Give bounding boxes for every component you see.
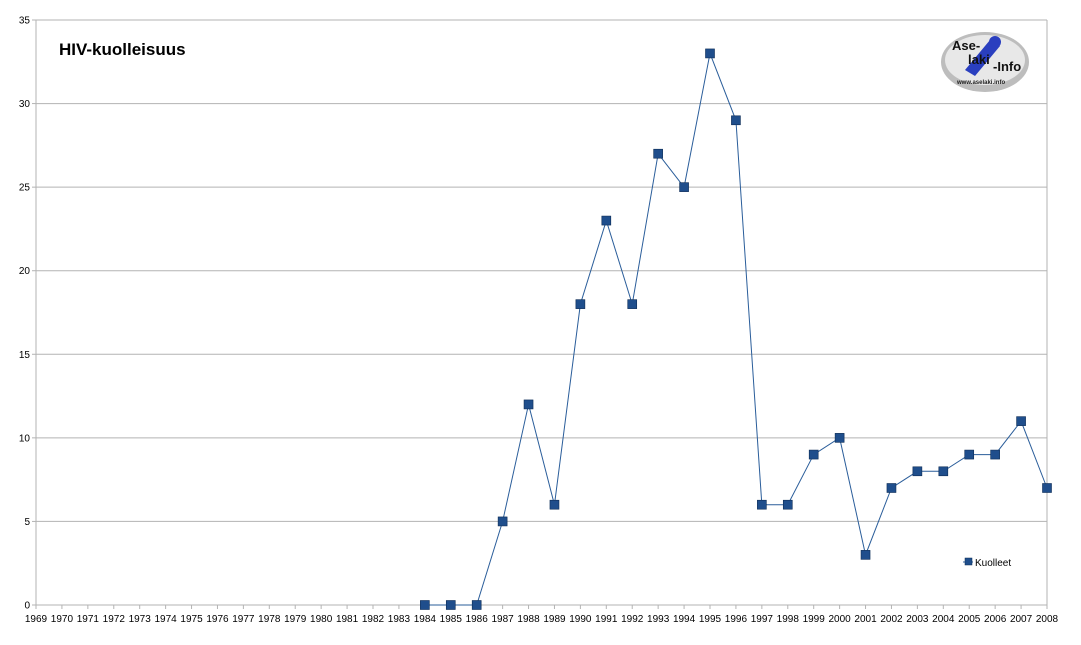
x-tick-label: 1976 bbox=[206, 614, 229, 625]
data-point bbox=[523, 399, 534, 410]
x-tick-label: 1974 bbox=[154, 614, 177, 625]
x-tick-label: 1988 bbox=[517, 614, 540, 625]
y-tick-label: 30 bbox=[19, 99, 31, 110]
legend-label: Kuolleet bbox=[975, 558, 1011, 569]
x-tick-label: 1998 bbox=[777, 614, 800, 625]
x-tick-label: 1986 bbox=[466, 614, 489, 625]
x-tick-label: 1996 bbox=[725, 614, 748, 625]
data-point bbox=[627, 299, 638, 309]
x-tick-label: 1997 bbox=[751, 614, 774, 625]
axes bbox=[32, 19, 1048, 609]
aselaki-logo: Ase- laki -Info www.aselaki.info bbox=[941, 32, 1029, 92]
data-point bbox=[601, 215, 612, 226]
data-point bbox=[471, 600, 482, 610]
x-tick-label: 2005 bbox=[958, 614, 981, 625]
data-point bbox=[1016, 416, 1026, 426]
x-tick-label: 1972 bbox=[103, 614, 126, 625]
x-tick-label: 1983 bbox=[388, 614, 411, 625]
x-tick-label: 1982 bbox=[362, 614, 385, 625]
x-tick-label: 2004 bbox=[932, 614, 955, 625]
data-point bbox=[731, 115, 741, 126]
data-point bbox=[912, 466, 923, 477]
y-tick-label: 15 bbox=[19, 350, 31, 361]
x-tick-label: 2006 bbox=[984, 614, 1007, 625]
x-tick-label: 2001 bbox=[854, 614, 877, 625]
logo-line3: -Info bbox=[993, 59, 1021, 74]
y-tick-label: 10 bbox=[19, 433, 31, 444]
x-tick-label: 1977 bbox=[232, 614, 255, 625]
data-point bbox=[653, 148, 663, 159]
y-tick-label: 35 bbox=[19, 16, 31, 27]
data-point bbox=[886, 483, 897, 493]
x-tick-label: 1984 bbox=[414, 614, 437, 625]
series-group bbox=[420, 48, 1052, 610]
x-tick-label: 1978 bbox=[258, 614, 281, 625]
x-tick-label: 2007 bbox=[1010, 614, 1033, 625]
x-tick-label: 1975 bbox=[180, 614, 203, 625]
logo-line2: laki bbox=[968, 52, 990, 67]
x-tick-label: 1995 bbox=[699, 614, 722, 625]
x-tick-label: 1980 bbox=[310, 614, 333, 625]
data-point bbox=[420, 600, 430, 610]
logo-url: www.aselaki.info bbox=[956, 80, 1005, 86]
data-point bbox=[1042, 483, 1052, 493]
x-tick-label: 2000 bbox=[828, 614, 851, 625]
x-tick-label: 1991 bbox=[595, 614, 618, 625]
logo-line1: Ase- bbox=[952, 38, 980, 53]
x-tick-labels: 1969 1970 1971 1972 1973 1974 1975 1976 1977 1978… bbox=[25, 614, 1059, 625]
data-point bbox=[497, 516, 508, 527]
data-point bbox=[964, 449, 975, 460]
data-point bbox=[445, 600, 456, 610]
x-tick-label: 1973 bbox=[129, 614, 152, 625]
y-tick-label: 5 bbox=[24, 517, 30, 528]
x-tick-label: 1970 bbox=[51, 614, 74, 625]
x-tick-label: 1971 bbox=[77, 614, 100, 625]
x-tick-label: 2002 bbox=[880, 614, 903, 625]
y-tick-label: 0 bbox=[24, 601, 30, 612]
x-tick-label: 1981 bbox=[336, 614, 359, 625]
x-tick-label: 1979 bbox=[284, 614, 307, 625]
x-tick-label: 2003 bbox=[906, 614, 929, 625]
legend-marker bbox=[964, 557, 973, 566]
data-point bbox=[575, 299, 586, 309]
data-point bbox=[705, 48, 715, 59]
data-point bbox=[757, 499, 767, 510]
y-tick-labels: 0 5 10 15 20 25 30 35 bbox=[19, 16, 31, 612]
y-tick-label: 25 bbox=[19, 183, 31, 194]
data-point bbox=[938, 466, 949, 477]
x-tick-label: 1993 bbox=[647, 614, 670, 625]
x-tick-label: 1992 bbox=[621, 614, 644, 625]
data-point bbox=[782, 499, 793, 510]
x-tick-label: 1994 bbox=[673, 614, 696, 625]
x-tick-label: 1989 bbox=[543, 614, 566, 625]
x-tick-label: 1969 bbox=[25, 614, 48, 625]
x-tick-label: 1987 bbox=[491, 614, 514, 625]
data-point bbox=[549, 499, 560, 510]
data-point bbox=[860, 550, 871, 560]
legend: Kuolleet bbox=[963, 557, 1011, 569]
x-tick-label: 1990 bbox=[569, 614, 592, 625]
data-point bbox=[990, 449, 1000, 460]
data-point bbox=[834, 433, 845, 443]
data-point bbox=[808, 449, 819, 460]
chart-title: HIV-kuolleisuus bbox=[59, 40, 186, 59]
data-point bbox=[679, 182, 689, 192]
x-tick-label: 1999 bbox=[803, 614, 826, 625]
x-tick-label: 2008 bbox=[1036, 614, 1059, 625]
x-tick-label: 1985 bbox=[440, 614, 463, 625]
y-tick-label: 20 bbox=[19, 266, 31, 277]
